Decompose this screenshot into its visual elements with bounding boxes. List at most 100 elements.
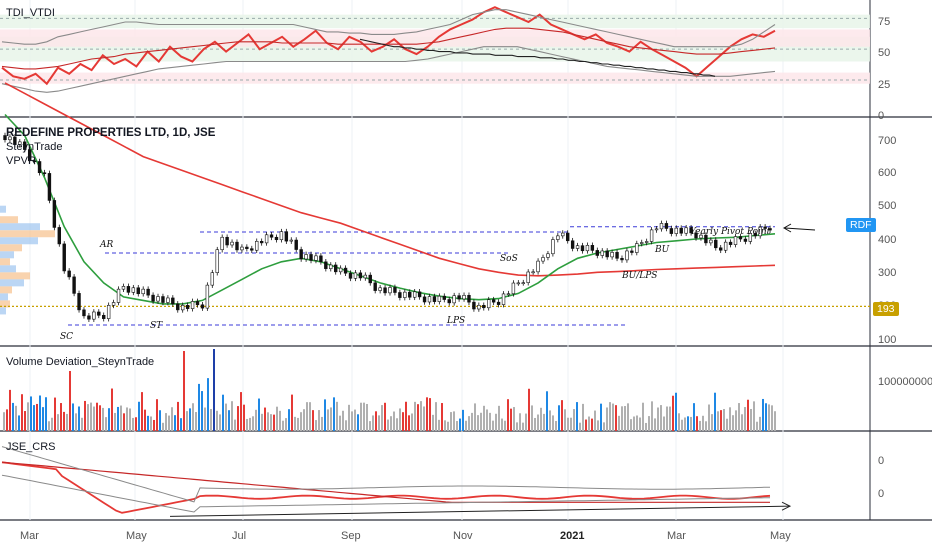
vpvr-bar-9 bbox=[0, 272, 30, 280]
candle-body bbox=[679, 227, 683, 234]
tdi-series-1 bbox=[1, 27, 776, 70]
tdi-zone-0 bbox=[0, 14, 870, 29]
volume-bar bbox=[72, 403, 74, 431]
volume-bar bbox=[504, 420, 506, 431]
candle-body bbox=[264, 234, 269, 244]
vpvr-bar-7 bbox=[0, 258, 10, 266]
volume-bar bbox=[285, 418, 287, 431]
vpvr-bar-12 bbox=[0, 293, 8, 301]
annotation-bu: BU bbox=[655, 245, 670, 255]
volume-bar bbox=[441, 403, 443, 431]
candle-body bbox=[205, 284, 210, 309]
volume-bar bbox=[603, 422, 605, 431]
volume-bar bbox=[135, 417, 137, 431]
volume-bar bbox=[117, 406, 119, 431]
volume-bar bbox=[651, 401, 653, 431]
tdi-ytick-75: 75 bbox=[878, 16, 891, 28]
volume-bar bbox=[702, 415, 704, 431]
volume-bar bbox=[57, 414, 59, 431]
volume-bar bbox=[657, 407, 659, 431]
candle-body bbox=[482, 305, 486, 309]
candle-body bbox=[166, 297, 170, 303]
xtick-nov: Nov bbox=[453, 530, 473, 542]
volume-bar bbox=[3, 412, 5, 431]
volume-bar bbox=[516, 422, 518, 431]
candle-body bbox=[496, 301, 501, 305]
candle-body bbox=[704, 234, 708, 244]
candle-body bbox=[274, 236, 279, 241]
volume-bar bbox=[687, 416, 689, 431]
volume-bar bbox=[339, 415, 341, 431]
volume-bar bbox=[636, 415, 638, 431]
volume-bar bbox=[615, 405, 617, 431]
candle-body bbox=[408, 291, 412, 298]
vpvr-bar-3 bbox=[0, 230, 55, 238]
volume-bar bbox=[6, 409, 8, 431]
candle-body bbox=[684, 227, 688, 234]
candle-body bbox=[185, 305, 190, 309]
candle-body bbox=[625, 250, 629, 261]
candle-body bbox=[102, 315, 106, 319]
vol-ytick: 100000000 bbox=[878, 376, 932, 388]
volume-bar bbox=[24, 411, 26, 431]
volume-bar bbox=[597, 420, 599, 431]
volume-bar bbox=[333, 397, 335, 431]
volume-bar bbox=[162, 422, 164, 431]
candle-body bbox=[763, 226, 767, 229]
volume-bar bbox=[399, 408, 401, 431]
volume-bar bbox=[414, 401, 416, 431]
volume-bar bbox=[183, 351, 185, 431]
volume-bar bbox=[102, 407, 104, 431]
volume-bar bbox=[192, 403, 194, 431]
volume-bar bbox=[681, 419, 683, 431]
volume-bar bbox=[228, 410, 230, 431]
candle-body bbox=[309, 254, 313, 261]
volume-bar bbox=[630, 419, 632, 431]
volume-bar bbox=[471, 412, 473, 431]
volume-bar bbox=[627, 403, 629, 431]
candle-body bbox=[230, 241, 234, 246]
annotation-bu-lps: BU/LPS bbox=[622, 271, 658, 281]
volume-bar bbox=[138, 401, 140, 431]
volume-bar bbox=[255, 409, 257, 431]
vpvr-bar-6 bbox=[0, 251, 14, 259]
volume-bar bbox=[345, 420, 347, 431]
volume-bar bbox=[726, 418, 728, 431]
volume-bar bbox=[39, 395, 41, 431]
volume-bar bbox=[33, 405, 35, 431]
volume-bar bbox=[48, 421, 50, 431]
volume-bar bbox=[654, 418, 656, 431]
volume-bar bbox=[318, 410, 320, 431]
candle-body bbox=[714, 239, 718, 249]
volume-bar bbox=[666, 406, 668, 431]
volume-bar bbox=[60, 403, 62, 431]
overlay-steyntrade[interactable]: SteynTrade bbox=[6, 141, 63, 153]
volume-bar bbox=[453, 411, 455, 431]
price-pane bbox=[0, 82, 870, 326]
volume-bar bbox=[171, 407, 173, 431]
volume-bar bbox=[690, 416, 692, 431]
candle-body bbox=[487, 299, 491, 309]
candle-body bbox=[477, 305, 481, 310]
volume-bar bbox=[168, 415, 170, 431]
annotation-sos: SoS bbox=[500, 254, 518, 264]
volume-bar bbox=[534, 417, 536, 431]
vpvr-bar-13 bbox=[0, 300, 10, 308]
candle-body bbox=[304, 254, 308, 260]
volume-bar bbox=[483, 405, 485, 431]
candle-body bbox=[728, 241, 733, 245]
volume-bar bbox=[645, 422, 647, 431]
candle-body bbox=[719, 247, 723, 251]
overlay-vpvr[interactable]: VPVR bbox=[6, 155, 36, 167]
volume-bar bbox=[27, 402, 29, 431]
volume-bar bbox=[201, 391, 203, 431]
volume-bar bbox=[576, 402, 578, 431]
candle-body bbox=[348, 272, 353, 279]
candle-body bbox=[748, 233, 753, 242]
volume-bar bbox=[447, 421, 449, 431]
crs-ytick-top: 0 bbox=[878, 455, 885, 467]
vpvr-bar-0 bbox=[0, 205, 6, 213]
volume-bar bbox=[684, 417, 686, 431]
volume-bar bbox=[552, 415, 554, 431]
volume-bar bbox=[96, 402, 98, 431]
